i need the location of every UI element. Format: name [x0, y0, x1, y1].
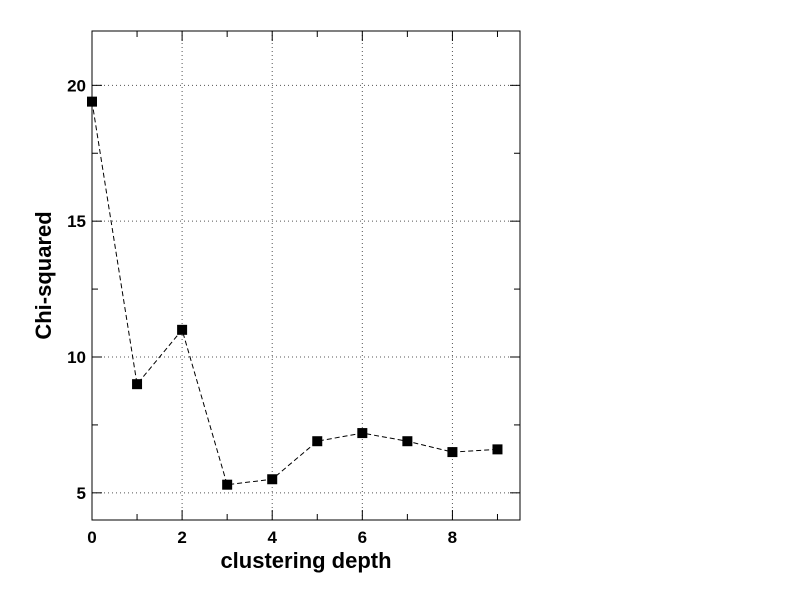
data-point-marker [357, 428, 368, 439]
data-point-marker [312, 436, 323, 447]
y-tick-label: 20 [67, 76, 86, 95]
series-line [91, 101, 498, 486]
grid-layer [91, 31, 520, 520]
data-point-marker [402, 436, 413, 447]
data-point-marker [222, 479, 233, 490]
data-point-marker [177, 324, 188, 335]
y-tick-label: 10 [67, 348, 86, 367]
x-tick-label: 8 [448, 528, 457, 547]
data-point-marker [132, 379, 143, 390]
tick-layer [91, 31, 520, 520]
plot-frame [91, 30, 521, 521]
data-point-marker [492, 444, 503, 455]
x-tick-label: 0 [87, 528, 96, 547]
data-point-marker [267, 474, 278, 485]
x-tick-label: 6 [358, 528, 367, 547]
y-tick-label: 5 [77, 484, 86, 503]
data-point-marker [87, 96, 97, 107]
y-tick-label: 15 [67, 212, 86, 231]
x-tick-label: 2 [177, 528, 186, 547]
label-layer: 0 2 4 6 8 5 10 15 20 [67, 76, 457, 547]
series-layer [87, 96, 503, 490]
data-point-marker [447, 447, 458, 458]
x-tick-label: 4 [267, 528, 277, 547]
x-axis-title: clustering depth [220, 548, 391, 573]
y-axis-title: Chi-squared [31, 211, 56, 339]
